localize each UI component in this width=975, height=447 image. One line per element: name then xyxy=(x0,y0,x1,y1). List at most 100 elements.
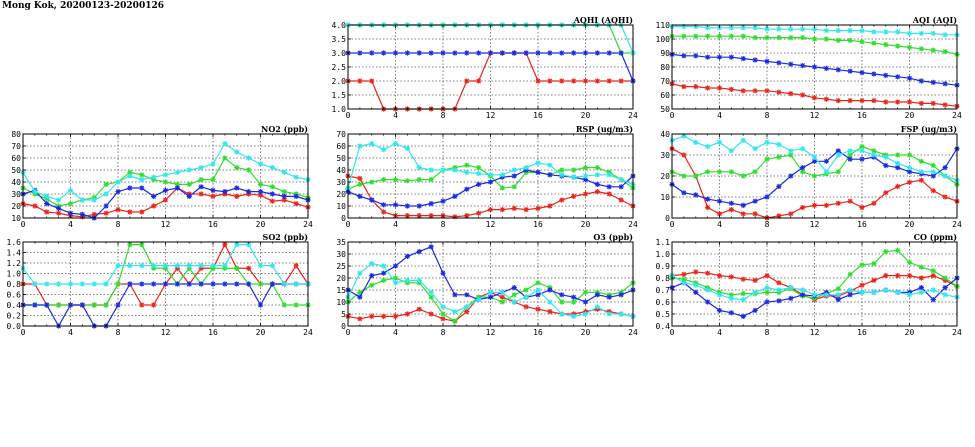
data-point xyxy=(103,302,109,308)
data-point xyxy=(293,263,299,269)
data-point xyxy=(942,292,948,298)
data-point xyxy=(895,152,901,158)
data-point xyxy=(693,289,699,295)
data-point xyxy=(151,263,157,269)
data-point xyxy=(103,210,109,216)
data-point xyxy=(369,313,375,319)
data-point xyxy=(705,169,711,175)
data-point xyxy=(174,281,180,287)
x-tick-label: 0 xyxy=(346,111,351,120)
data-point xyxy=(559,167,565,173)
data-point xyxy=(823,202,829,208)
data-point xyxy=(404,145,410,151)
data-point xyxy=(752,211,758,217)
data-point xyxy=(811,173,818,179)
data-point xyxy=(693,192,699,198)
data-point xyxy=(895,43,901,49)
data-point xyxy=(416,277,422,283)
data-point xyxy=(716,33,723,39)
data-point xyxy=(186,193,192,199)
y-tick-label: 25 xyxy=(336,262,346,271)
y-tick-label: 0.4 xyxy=(7,301,22,310)
data-point xyxy=(476,210,482,216)
data-point xyxy=(464,292,470,298)
data-point xyxy=(115,263,121,269)
y-tick-label: 0 xyxy=(341,214,346,223)
data-point xyxy=(847,37,853,43)
data-point xyxy=(871,98,877,104)
data-point xyxy=(162,187,169,193)
data-point xyxy=(452,50,458,56)
data-point xyxy=(883,190,889,196)
data-point xyxy=(764,194,770,200)
data-point xyxy=(571,50,577,56)
data-point xyxy=(883,287,889,293)
data-point xyxy=(606,78,612,84)
data-point xyxy=(859,262,865,268)
data-point xyxy=(357,289,363,295)
data-point xyxy=(752,289,758,295)
series-red xyxy=(669,81,960,109)
data-point xyxy=(835,98,841,104)
data-point xyxy=(788,285,794,291)
data-point xyxy=(788,173,794,179)
data-point xyxy=(835,152,841,158)
data-point xyxy=(186,263,192,269)
data-point xyxy=(222,242,228,248)
data-point xyxy=(811,158,818,164)
data-point xyxy=(800,287,806,293)
data-point xyxy=(594,165,600,171)
data-point xyxy=(79,211,85,217)
data-point xyxy=(582,289,589,295)
data-point xyxy=(740,56,746,62)
data-point xyxy=(582,78,589,84)
data-point xyxy=(535,205,541,211)
data-point xyxy=(464,309,470,315)
data-point xyxy=(594,172,600,178)
data-point xyxy=(606,294,612,300)
data-point xyxy=(452,292,458,298)
data-point xyxy=(740,211,746,217)
data-point xyxy=(906,30,913,36)
data-point xyxy=(487,289,494,295)
data-point xyxy=(523,304,529,310)
data-point xyxy=(776,280,782,286)
data-point xyxy=(151,193,157,199)
data-point xyxy=(764,35,770,41)
data-point xyxy=(476,181,482,187)
y-tick-label: 30 xyxy=(660,151,670,160)
data-point xyxy=(139,302,145,308)
data-point xyxy=(740,173,746,179)
data-point xyxy=(800,169,806,175)
data-point xyxy=(79,302,85,308)
data-point xyxy=(788,152,794,158)
data-point xyxy=(293,174,299,180)
data-point xyxy=(547,162,553,168)
data-point xyxy=(883,99,889,105)
data-point xyxy=(535,287,541,293)
data-point xyxy=(918,177,924,183)
data-point xyxy=(499,294,505,300)
data-point xyxy=(871,289,877,295)
data-point xyxy=(559,78,565,84)
data-point xyxy=(67,302,74,308)
y-tick-label: 1.5 xyxy=(332,91,347,100)
x-tick-label: 4 xyxy=(717,220,722,229)
series-line xyxy=(671,53,958,86)
chart-title: SO2 (ppb) xyxy=(263,232,309,242)
data-point xyxy=(571,78,577,84)
data-point xyxy=(499,299,505,305)
data-point xyxy=(859,28,865,34)
data-point xyxy=(392,280,399,286)
data-point xyxy=(728,207,734,213)
data-point xyxy=(930,268,936,274)
data-point xyxy=(257,263,264,269)
data-point xyxy=(369,78,375,84)
data-point xyxy=(716,85,723,91)
series-cyan xyxy=(345,261,636,319)
y-tick-label: 30 xyxy=(336,250,346,259)
data-point xyxy=(594,50,600,56)
data-point xyxy=(428,50,434,56)
data-point xyxy=(392,141,399,147)
data-point xyxy=(198,177,204,183)
